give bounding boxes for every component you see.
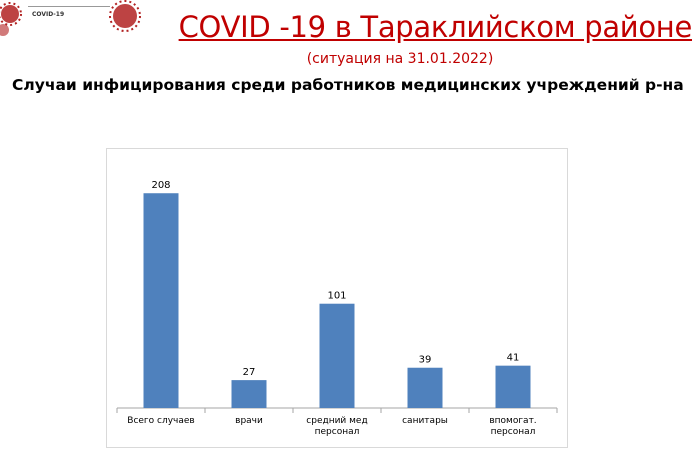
bar — [495, 365, 531, 408]
bar — [231, 380, 267, 408]
category-label: персонал — [491, 427, 536, 437]
data-label: 39 — [419, 355, 432, 366]
data-label: 27 — [243, 367, 256, 378]
category-label: средний мед — [306, 416, 367, 426]
category-label: персонал — [315, 427, 360, 437]
chart-heading: Случаи инфицирования среди работников ме… — [12, 76, 684, 94]
logo-text: COVID-19 — [32, 11, 65, 18]
category-label: врачи — [235, 416, 263, 426]
page-title: COVID -19 в Тараклийском районе — [178, 10, 693, 44]
covid-logo: COVID-19 — [0, 0, 150, 42]
data-label: 101 — [327, 291, 346, 302]
bar — [407, 367, 443, 408]
category-label: впомогат. — [489, 416, 536, 426]
data-label: 41 — [507, 353, 520, 364]
chart-container: 208 Всего случаев 27 врачи 101 средний мед пер… — [106, 148, 568, 448]
bar — [319, 303, 355, 408]
virus-icon — [0, 0, 141, 36]
category-label: Всего случаев — [127, 416, 194, 426]
category-label: санитары — [402, 416, 448, 426]
bar — [143, 193, 179, 408]
page-subtitle: (ситуация на 31.01.2022) — [306, 51, 494, 67]
data-label: 208 — [151, 180, 170, 191]
logo-divider — [28, 6, 110, 7]
